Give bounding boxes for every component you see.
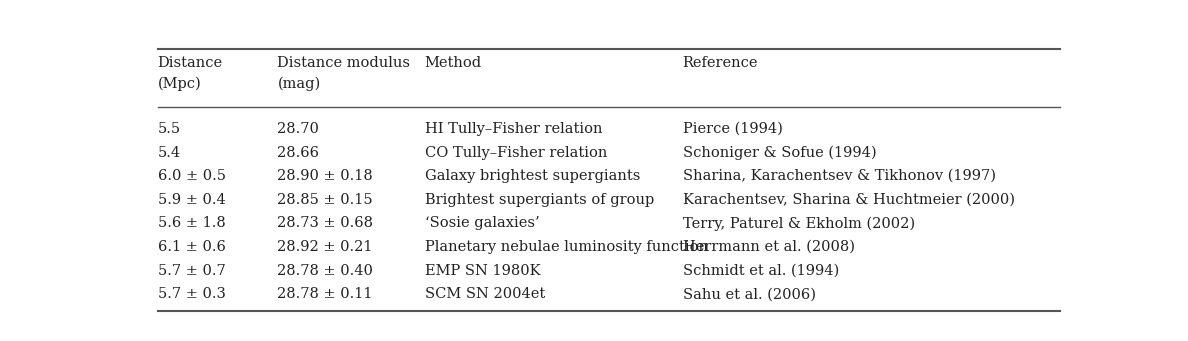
Text: Reference: Reference	[682, 56, 758, 70]
Text: Karachentsev, Sharina & Huchtmeier (2000): Karachentsev, Sharina & Huchtmeier (2000…	[682, 193, 1015, 207]
Text: Sharina, Karachentsev & Tikhonov (1997): Sharina, Karachentsev & Tikhonov (1997)	[682, 169, 996, 183]
Text: Brightest supergiants of group: Brightest supergiants of group	[425, 193, 653, 207]
Text: 6.1 ± 0.6: 6.1 ± 0.6	[158, 240, 226, 254]
Text: 5.4: 5.4	[158, 146, 181, 160]
Text: 28.92 ± 0.21: 28.92 ± 0.21	[278, 240, 373, 254]
Text: Sahu et al. (2006): Sahu et al. (2006)	[682, 287, 815, 301]
Text: 28.66: 28.66	[278, 146, 320, 160]
Text: 6.0 ± 0.5: 6.0 ± 0.5	[158, 169, 226, 183]
Text: Terry, Paturel & Ekholm (2002): Terry, Paturel & Ekholm (2002)	[682, 216, 915, 231]
Text: 5.7 ± 0.3: 5.7 ± 0.3	[158, 287, 226, 301]
Text: Distance: Distance	[158, 56, 223, 70]
Text: HI Tully–Fisher relation: HI Tully–Fisher relation	[425, 122, 602, 136]
Text: ‘Sosie galaxies’: ‘Sosie galaxies’	[425, 217, 539, 231]
Text: 28.70: 28.70	[278, 122, 320, 136]
Text: (Mpc): (Mpc)	[158, 77, 202, 91]
Text: Galaxy brightest supergiants: Galaxy brightest supergiants	[425, 169, 640, 183]
Text: Pierce (1994): Pierce (1994)	[682, 122, 783, 136]
Text: Method: Method	[425, 56, 482, 70]
Text: 5.6 ± 1.8: 5.6 ± 1.8	[158, 217, 226, 231]
Text: 28.78 ± 0.40: 28.78 ± 0.40	[278, 264, 373, 278]
Text: Planetary nebulae luminosity function: Planetary nebulae luminosity function	[425, 240, 708, 254]
Text: EMP SN 1980K: EMP SN 1980K	[425, 264, 541, 278]
Text: Herrmann et al. (2008): Herrmann et al. (2008)	[682, 240, 854, 254]
Text: (mag): (mag)	[278, 77, 321, 91]
Text: CO Tully–Fisher relation: CO Tully–Fisher relation	[425, 146, 607, 160]
Text: Schoniger & Sofue (1994): Schoniger & Sofue (1994)	[682, 145, 876, 160]
Text: 28.90 ± 0.18: 28.90 ± 0.18	[278, 169, 373, 183]
Text: 5.5: 5.5	[158, 122, 181, 136]
Text: 28.78 ± 0.11: 28.78 ± 0.11	[278, 287, 373, 301]
Text: SCM SN 2004et: SCM SN 2004et	[425, 287, 545, 301]
Text: 28.85 ± 0.15: 28.85 ± 0.15	[278, 193, 373, 207]
Text: Schmidt et al. (1994): Schmidt et al. (1994)	[682, 264, 839, 278]
Text: Distance modulus: Distance modulus	[278, 56, 410, 70]
Text: 28.73 ± 0.68: 28.73 ± 0.68	[278, 217, 373, 231]
Text: 5.7 ± 0.7: 5.7 ± 0.7	[158, 264, 226, 278]
Text: 5.9 ± 0.4: 5.9 ± 0.4	[158, 193, 226, 207]
